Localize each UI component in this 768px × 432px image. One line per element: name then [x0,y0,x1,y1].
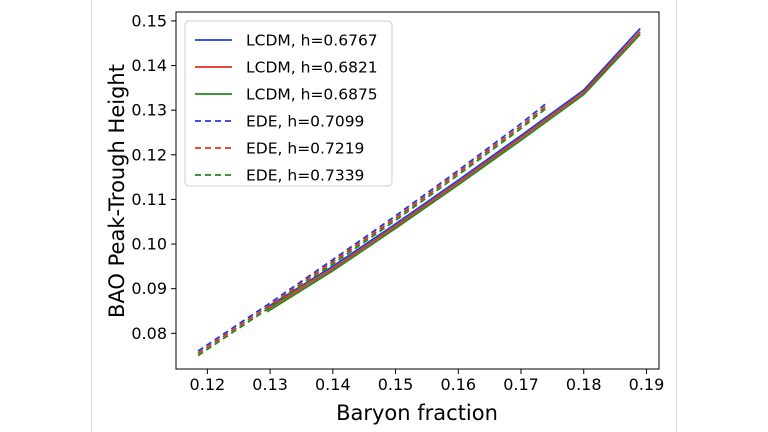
y-tick-label-4: 0.12 [131,145,167,164]
series-lines [197,27,641,357]
series-line-1 [266,30,641,311]
x-tick-label-2: 0.14 [315,375,351,394]
legend-label-4: EDE, h=0.7219 [246,140,364,158]
legend: LCDM, h=0.6767 LCDM, h=0.6821 LCDM, h=0.68… [184,20,393,187]
series-line-5 [197,107,547,357]
y-tick-label-6: 0.14 [131,56,167,75]
axis-ticks: 0.12 0.13 0.14 0.15 0.16 0.17 0.18 0.19 0.08 0.09… [131,11,664,394]
x-axis-label: Baryon fraction [336,401,498,425]
y-tick-label-7: 0.15 [131,11,167,30]
legend-label-3: EDE, h=0.7099 [246,113,364,131]
x-tick-label-4: 0.16 [440,375,476,394]
legend-label-5: EDE, h=0.7339 [246,167,364,185]
y-tick-label-5: 0.13 [131,101,167,120]
y-axis-label: BAO Peak-Trough Height [105,64,129,318]
x-tick-label-1: 0.13 [252,375,288,394]
x-tick-label-5: 0.17 [503,375,539,394]
legend-label-2: LCDM, h=0.6875 [246,86,378,104]
series-line-2 [266,33,641,313]
series-line-0 [266,27,641,309]
legend-box [184,20,393,187]
series-line-4 [197,105,547,355]
y-tick-label-0: 0.08 [131,324,167,343]
series-line-3 [197,102,547,352]
y-tick-label-3: 0.11 [131,190,167,209]
x-tick-label-0: 0.12 [190,375,226,394]
page-edge-right [676,0,677,432]
x-tick-label-6: 0.18 [566,375,602,394]
x-tick-label-3: 0.15 [378,375,414,394]
page-edge-left [91,0,92,432]
x-tick-label-7: 0.19 [629,375,665,394]
legend-label-1: LCDM, h=0.6821 [246,59,378,77]
y-tick-label-1: 0.09 [131,279,167,298]
legend-label-0: LCDM, h=0.6767 [246,32,378,50]
plot-frame [175,11,660,370]
y-tick-label-2: 0.10 [131,235,167,254]
